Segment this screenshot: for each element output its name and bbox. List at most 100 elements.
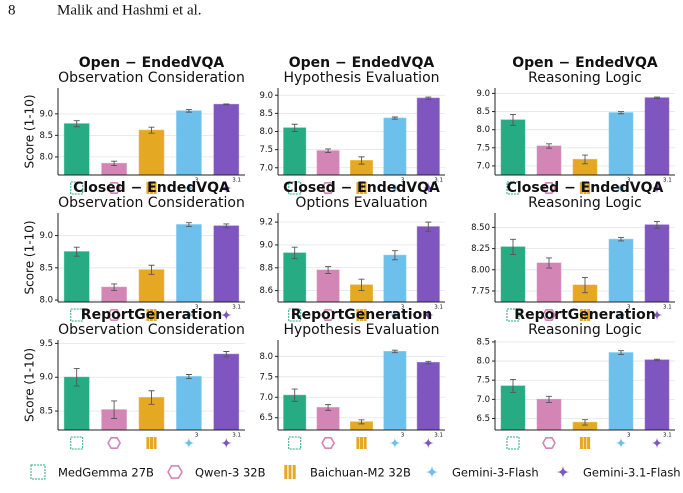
model-icon: [506, 181, 520, 195]
error-bar: [111, 160, 118, 166]
icon-badge: 3: [401, 305, 405, 311]
y-tick-label: 8.8: [259, 263, 273, 273]
chart-title: ReportGeneration: [81, 307, 222, 323]
y-tick-label: 7.5: [476, 376, 490, 386]
y-tick-label: 9.0: [259, 91, 273, 101]
model-icon: [153, 309, 157, 321]
bar: [176, 110, 202, 176]
y-tick-label: 8.6: [259, 286, 273, 296]
error-bar: [546, 395, 552, 403]
bar: [644, 224, 670, 303]
error-bar: [391, 116, 398, 120]
y-axis-label: Score (1-10): [23, 220, 37, 294]
chart-title: Open − EndedVQA: [289, 55, 435, 71]
model-icon: [70, 308, 84, 322]
bar: [176, 376, 202, 431]
bar: [536, 145, 562, 176]
y-tick-label: 7.5: [476, 143, 490, 153]
model-icon: [30, 464, 46, 480]
model-icon: [388, 309, 401, 321]
error-bar: [391, 250, 398, 261]
model-icon: [107, 437, 122, 449]
error-bar: [148, 126, 155, 134]
model-icon: [363, 182, 367, 194]
bar: [138, 129, 165, 176]
icon-badge: 3: [627, 305, 631, 311]
page-number: 8: [8, 2, 16, 18]
icon-badge: 3.1: [663, 178, 672, 184]
icon-badge: 3: [627, 433, 631, 439]
model-icon: [587, 437, 591, 449]
model-icon: [360, 309, 363, 321]
model-icon: [556, 465, 570, 479]
model-icon: [150, 437, 153, 449]
error-bar: [510, 238, 516, 255]
error-bar: [185, 222, 192, 227]
bar: [536, 262, 562, 303]
error-bar: [223, 351, 230, 358]
model-icon: [182, 309, 195, 321]
y-tick-label: 7.0: [476, 395, 490, 405]
chart-subtitle: Hypothesis Evaluation: [283, 70, 439, 86]
chart-subtitle: Options Evaluation: [295, 195, 427, 211]
bar: [176, 224, 202, 303]
legend-label: Baichuan-M2 32B: [310, 466, 411, 480]
model-icon: [292, 465, 296, 479]
y-tick-label: 9.0: [39, 109, 53, 119]
bar: [213, 225, 240, 303]
y-tick-label: 8.25: [471, 244, 490, 254]
bar: [536, 398, 562, 431]
chart-title: Closed − EndedVQA: [507, 180, 664, 196]
bar: [316, 150, 340, 176]
icon-badge: 3: [627, 178, 631, 184]
y-tick-label: 8.00: [471, 265, 490, 275]
y-tick-label: 8.5: [39, 263, 53, 273]
model-icon: [615, 309, 627, 321]
y-tick-label: 7.0: [259, 393, 273, 403]
error-bar: [654, 221, 660, 229]
chart-subtitle: Reasoning Logic: [528, 195, 642, 211]
model-icon: [579, 309, 583, 321]
error-bar: [654, 96, 660, 99]
model-icon: [583, 437, 587, 449]
chart-title: Closed − EndedVQA: [283, 180, 440, 196]
model-icon: [360, 182, 363, 194]
chart-title: Closed − EndedVQA: [73, 180, 230, 196]
bar: [416, 97, 440, 176]
model-icon: [356, 182, 360, 194]
model-icon: [651, 182, 663, 194]
y-tick-label: 8.0: [39, 296, 53, 306]
error-bar: [425, 221, 432, 232]
icon-badge: 3.1: [663, 433, 672, 439]
error-bar: [358, 419, 365, 425]
icon-badge: 3.1: [434, 178, 443, 184]
bar: [63, 123, 90, 176]
y-tick-label: 8.0: [476, 357, 490, 367]
chart-title: ReportGeneration: [291, 307, 432, 323]
error-bar: [111, 283, 118, 291]
model-icon: [146, 309, 150, 321]
bar: [416, 362, 440, 431]
error-bar: [325, 266, 332, 274]
model-icon: [150, 182, 153, 194]
error-bar: [425, 96, 432, 100]
bar: [500, 119, 526, 176]
y-tick-label: 6.5: [259, 413, 273, 423]
error-bar: [582, 276, 588, 294]
model-icon: [615, 182, 627, 194]
legend-label: Qwen-3 32B: [195, 466, 266, 480]
error-bar: [73, 246, 80, 257]
model-icon: [220, 309, 233, 321]
chart-subtitle: Observation Consideration: [58, 70, 245, 86]
icon-badge: 3.1: [434, 305, 443, 311]
model-icon: [146, 437, 150, 449]
model-icon: [153, 182, 157, 194]
model-icon: [356, 437, 360, 449]
model-icon: [220, 182, 233, 194]
model-icon: [579, 182, 583, 194]
y-tick-label: 8.50: [471, 223, 490, 233]
chart-subtitle: Observation Consideration: [58, 195, 245, 211]
icon-badge: 3.1: [232, 178, 241, 184]
y-tick-label: 8.5: [476, 337, 490, 347]
model-icon: [288, 465, 292, 479]
